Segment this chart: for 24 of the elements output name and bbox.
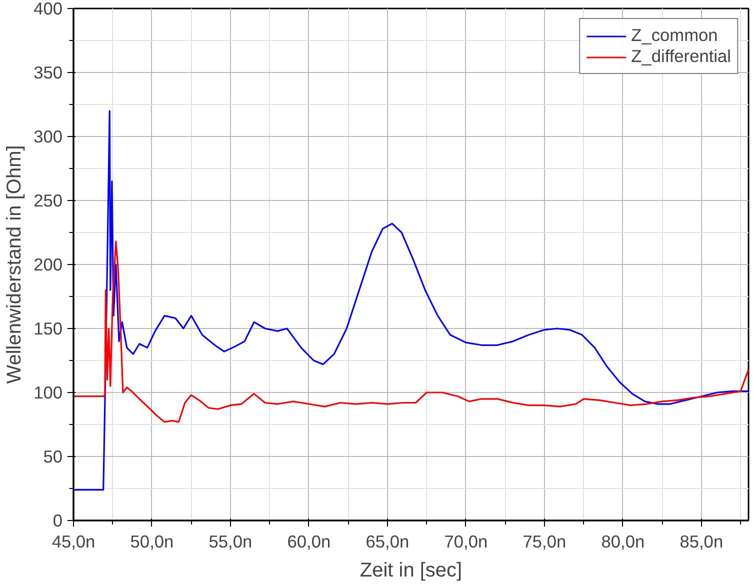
x-tick-label: 45,0n	[52, 532, 96, 552]
y-tick-label: 150	[34, 318, 63, 338]
y-tick-label: 250	[34, 190, 63, 210]
y-tick-label: 50	[43, 446, 63, 466]
x-tick-label: 70,0n	[444, 532, 488, 552]
x-axis-title: Zeit in [sec]	[360, 560, 462, 582]
y-tick-label: 0	[52, 510, 63, 530]
y-tick-label: 100	[34, 382, 63, 402]
x-tick-label: 65,0n	[366, 532, 410, 552]
x-tick-label: 50,0n	[130, 532, 174, 552]
x-tick-label: 80,0n	[601, 532, 645, 552]
y-tick-label: 200	[34, 254, 63, 274]
line-series	[74, 110, 748, 491]
y-tick-label: 300	[34, 126, 63, 146]
y-axis-title: Wellenwiderstand in [Ohm]	[4, 145, 26, 384]
y-tick-label: 350	[34, 62, 63, 82]
y-tick-label: 400	[34, 0, 63, 18]
legend-label: Z_common	[631, 25, 718, 46]
x-tick-label: 55,0n	[208, 532, 252, 552]
x-tick-label: 60,0n	[287, 532, 331, 552]
legend-label: Z_differential	[631, 46, 731, 67]
x-tick-label: 85,0n	[680, 532, 724, 552]
x-tick-label: 75,0n	[522, 532, 566, 552]
line-series	[74, 240, 748, 423]
